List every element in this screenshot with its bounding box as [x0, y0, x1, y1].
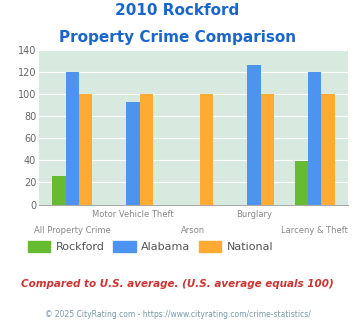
Text: Arson: Arson [181, 226, 206, 235]
Bar [126, 102, 140, 205]
Bar [53, 176, 66, 205]
Bar [66, 72, 79, 205]
Text: Property Crime Comparison: Property Crime Comparison [59, 30, 296, 45]
Text: © 2025 CityRating.com - https://www.cityrating.com/crime-statistics/: © 2025 CityRating.com - https://www.city… [45, 310, 310, 319]
Legend: Rockford, Alabama, National: Rockford, Alabama, National [23, 237, 278, 257]
Bar [295, 161, 308, 205]
Bar [261, 94, 274, 205]
Bar [79, 94, 92, 205]
Text: Larceny & Theft: Larceny & Theft [281, 226, 348, 235]
Bar [140, 94, 153, 205]
Text: 2010 Rockford: 2010 Rockford [115, 3, 240, 18]
Bar [247, 65, 261, 205]
Text: Motor Vehicle Theft: Motor Vehicle Theft [92, 210, 174, 218]
Bar [200, 94, 213, 205]
Bar [308, 72, 321, 205]
Text: Burglary: Burglary [236, 210, 272, 218]
Text: All Property Crime: All Property Crime [34, 226, 111, 235]
Bar [321, 94, 334, 205]
Text: Compared to U.S. average. (U.S. average equals 100): Compared to U.S. average. (U.S. average … [21, 279, 334, 289]
